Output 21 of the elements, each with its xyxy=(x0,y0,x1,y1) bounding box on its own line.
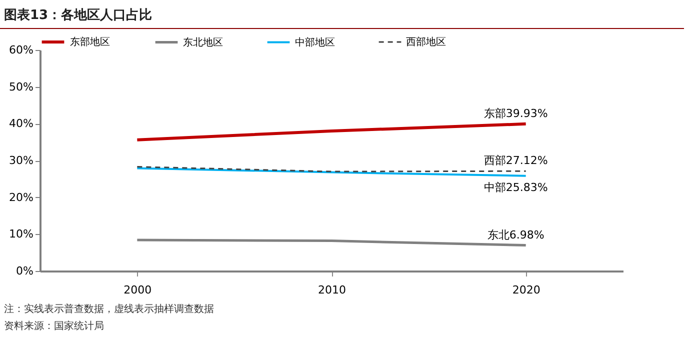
text: 注：实线表示普查数据，虚线表示抽样调查数据 xyxy=(4,302,215,317)
y-tick-label: 40% xyxy=(9,117,34,130)
y-tick-label: 60% xyxy=(9,44,34,56)
y-tick-label: 50% xyxy=(9,80,34,94)
annotation: 西部27.12% xyxy=(484,154,548,168)
text: 资料来源：国家统计局 xyxy=(4,320,105,334)
y-tick-label: 20% xyxy=(9,190,34,204)
x-tick-label: 2010 xyxy=(318,284,346,296)
chart-title: 图表13：各地区人口占比 xyxy=(0,0,684,29)
y-tick-label: 10% xyxy=(9,228,34,241)
annotation: 东部39.93% xyxy=(484,106,548,120)
x-tick-label: 2020 xyxy=(512,284,540,296)
legend-label: 中部地区 xyxy=(295,36,335,48)
legend-label: 东部地区 xyxy=(70,36,110,48)
y-tick-label: 0% xyxy=(16,264,34,278)
x-tick-label: 2000 xyxy=(124,284,152,296)
legend-label: 西部地区 xyxy=(406,36,446,48)
annotation: 中部25.83% xyxy=(484,180,548,194)
annotation: 东北6.98% xyxy=(487,228,544,242)
y-tick-label: 30% xyxy=(9,154,34,167)
legend-label: 东北地区 xyxy=(183,36,223,48)
